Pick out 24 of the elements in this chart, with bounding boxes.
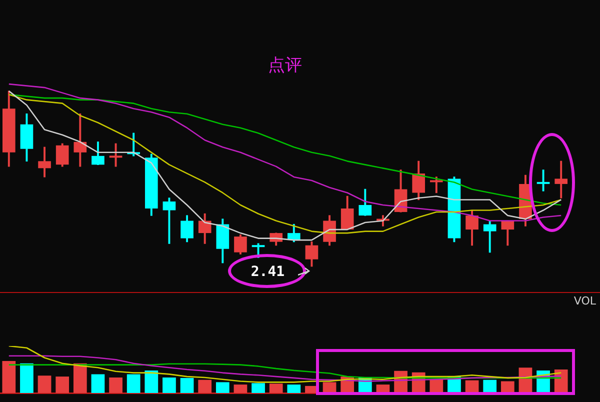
bar bbox=[483, 380, 497, 393]
bar bbox=[234, 384, 248, 393]
annotation: 2.41 bbox=[250, 264, 285, 280]
candlestick bbox=[536, 170, 550, 192]
bar bbox=[162, 377, 176, 393]
bar bbox=[2, 361, 16, 393]
bar bbox=[38, 376, 52, 393]
bar bbox=[252, 383, 265, 393]
bar bbox=[287, 384, 301, 393]
bar bbox=[216, 382, 230, 393]
bar bbox=[180, 378, 194, 393]
bar bbox=[20, 363, 34, 393]
bar bbox=[500, 381, 514, 393]
bar bbox=[126, 374, 140, 393]
bar bbox=[73, 363, 87, 393]
bar bbox=[198, 380, 212, 393]
bar bbox=[109, 377, 122, 393]
text: VOL bbox=[574, 294, 597, 308]
bar bbox=[322, 382, 336, 393]
bar bbox=[91, 374, 105, 393]
bar bbox=[56, 376, 70, 393]
bar bbox=[269, 384, 283, 393]
chart-title: 点评 bbox=[268, 56, 302, 76]
bar bbox=[144, 370, 158, 393]
